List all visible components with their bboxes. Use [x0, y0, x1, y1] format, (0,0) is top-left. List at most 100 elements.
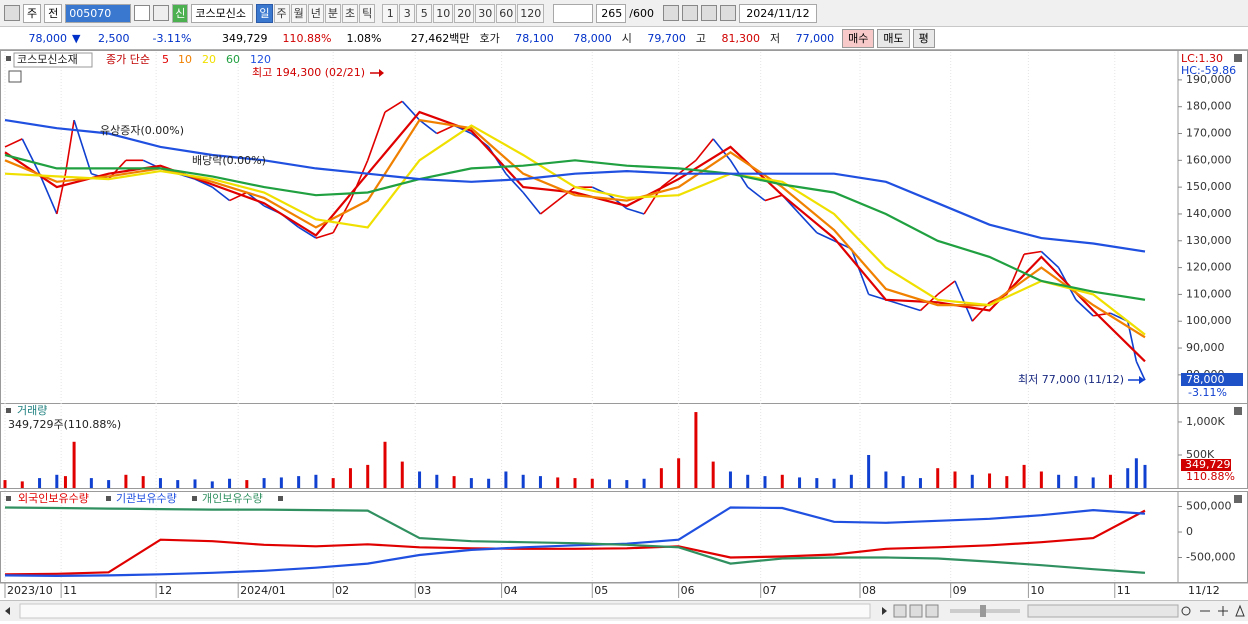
settings-icon[interactable]	[719, 5, 736, 21]
price-segment	[505, 173, 524, 194]
interval-button[interactable]: 일	[256, 3, 273, 23]
y-tick-label: -500,000	[1186, 551, 1235, 564]
interval-button[interactable]: 년	[307, 3, 324, 23]
interval-button[interactable]: 5	[416, 3, 433, 23]
volume-bar	[556, 477, 560, 488]
panel-frame	[0, 50, 1248, 404]
period-select[interactable]: 주	[23, 3, 42, 23]
volume-bar	[849, 474, 853, 488]
tool-strip[interactable]	[1027, 604, 1179, 618]
volume-bar	[63, 476, 67, 488]
save-icon[interactable]	[700, 5, 717, 21]
interval-button[interactable]: 30	[475, 3, 496, 23]
price-segment	[1006, 253, 1025, 295]
event-annotation: 배당락(0.00%)	[192, 154, 266, 167]
volume-bar	[107, 480, 111, 488]
tool-icon[interactable]	[681, 5, 698, 21]
current-volume-change: 110.88%	[1186, 470, 1235, 483]
interval-button[interactable]: 초	[342, 3, 359, 23]
date-input[interactable]: 2024/11/12	[738, 3, 817, 23]
text-tool[interactable]	[1235, 604, 1245, 617]
scroll-left[interactable]	[5, 607, 10, 615]
mode-select[interactable]: 전	[44, 3, 63, 23]
volume-bar	[642, 478, 646, 488]
interval-button[interactable]: 10	[433, 3, 454, 23]
high: 81,300	[721, 31, 760, 45]
price-segment	[557, 186, 576, 202]
volume: 349,729	[221, 31, 268, 45]
tool-icon[interactable]	[662, 5, 679, 21]
interval-button[interactable]: 분	[324, 3, 341, 23]
search-icon[interactable]	[134, 5, 151, 21]
toolbar: 주 전 005070 신 코스모신소 일 주 월 년 분 초 틱 1 3 5 10 20 30 60 120…	[0, 0, 1248, 27]
count-input[interactable]: 265	[596, 3, 627, 23]
sell-button[interactable]: 매도	[877, 28, 910, 48]
volume-bar	[936, 468, 940, 488]
y-tick-label: 120,000	[1186, 261, 1232, 274]
volume-bar	[728, 471, 732, 488]
price-segment	[56, 173, 67, 215]
panel-frame	[0, 403, 1248, 489]
price-segment	[1135, 361, 1146, 381]
volume-bar	[400, 461, 404, 488]
flow-line	[4, 509, 1146, 576]
current-change-label: -3.11%	[1188, 386, 1227, 399]
legend-entry: 120	[250, 53, 271, 66]
price-segment	[194, 178, 213, 188]
price-segment	[1040, 250, 1060, 269]
x-tick-label: 2023/10	[7, 584, 53, 597]
price-segment	[868, 293, 887, 301]
y-tick-label: 1,000K	[1186, 415, 1225, 428]
chart-area: 2023/10 11 12 2024/01 02 03 04 05 06 07 08 09 10 11 11…	[0, 50, 1248, 598]
sound-icon[interactable]	[153, 5, 170, 21]
price-segment	[660, 173, 680, 188]
price-segment	[229, 191, 248, 202]
volume-title: 거래량	[17, 404, 47, 417]
volume-bar	[608, 479, 612, 488]
y-tick-label: 110,000	[1186, 287, 1232, 300]
price-segment	[902, 304, 921, 312]
y-tick-label: 0	[1186, 525, 1193, 538]
interval-button[interactable]: 20	[454, 3, 475, 23]
buy-button[interactable]: 매수	[842, 28, 875, 48]
interval-button[interactable]: 1	[382, 3, 399, 23]
volume-bar	[314, 474, 318, 488]
blank-select[interactable]	[553, 3, 594, 23]
price-segment	[211, 186, 231, 202]
volume-bar	[1143, 464, 1147, 488]
code-input[interactable]: 005070	[65, 3, 132, 23]
chart-subtitle: 종가 단순	[106, 53, 150, 66]
interval-button[interactable]: 주	[273, 3, 290, 23]
price-segment	[21, 138, 41, 175]
zoom-icon[interactable]	[1181, 606, 1191, 616]
volume-bar	[124, 474, 128, 488]
volume-bar	[141, 476, 145, 488]
zoom-thumb[interactable]	[980, 605, 986, 617]
nav-button[interactable]	[893, 604, 907, 618]
menu-icon[interactable]	[4, 5, 20, 21]
interval-button[interactable]: 3	[399, 3, 416, 23]
ma-line	[4, 153, 1146, 301]
price-segment	[349, 160, 369, 201]
open: 79,700	[647, 31, 686, 45]
interval-button[interactable]: 120	[517, 3, 545, 23]
interval-button[interactable]: 월	[290, 3, 307, 23]
x-tick-label: 11	[1117, 584, 1131, 597]
scroll-right[interactable]	[882, 607, 887, 615]
calc-icon	[8, 70, 22, 83]
interval-button[interactable]: 틱	[359, 3, 376, 23]
nav-button[interactable]	[909, 604, 923, 618]
low: 77,000	[795, 31, 835, 45]
scroll-track[interactable]	[19, 603, 871, 619]
panel-frame	[0, 491, 1248, 583]
legend-entry: 5	[162, 53, 169, 66]
volume-bar	[988, 473, 992, 488]
price-segment	[298, 226, 317, 239]
legend-icon	[278, 496, 283, 501]
volume-bar	[279, 477, 283, 488]
nav-button[interactable]	[925, 604, 939, 618]
price-segment	[1023, 250, 1042, 255]
ask: 78,100	[515, 31, 554, 45]
interval-button[interactable]: 60	[496, 3, 517, 23]
avg-button[interactable]: 평	[912, 28, 935, 48]
